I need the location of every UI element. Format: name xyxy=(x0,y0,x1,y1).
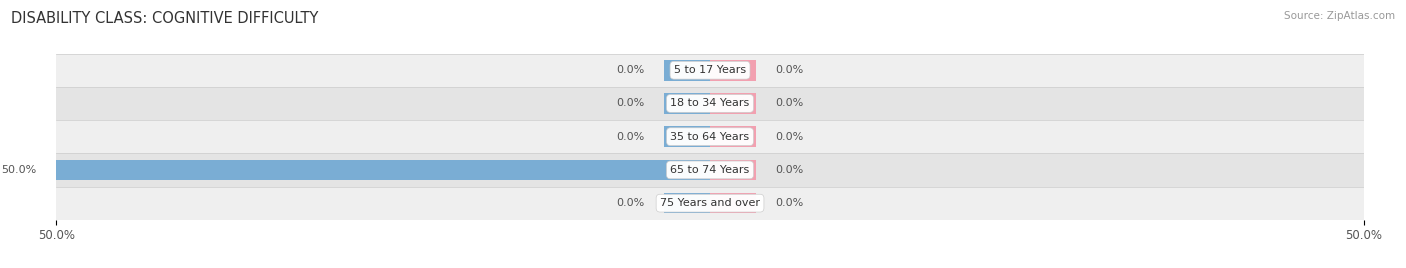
Text: 0.0%: 0.0% xyxy=(616,98,644,109)
Text: 65 to 74 Years: 65 to 74 Years xyxy=(671,165,749,175)
Text: 0.0%: 0.0% xyxy=(616,65,644,75)
Bar xyxy=(710,160,756,180)
Text: 18 to 34 Years: 18 to 34 Years xyxy=(671,98,749,109)
Text: 0.0%: 0.0% xyxy=(776,198,804,208)
Text: 0.0%: 0.0% xyxy=(776,98,804,109)
Text: 0.0%: 0.0% xyxy=(776,65,804,75)
Bar xyxy=(710,126,756,147)
Text: 5 to 17 Years: 5 to 17 Years xyxy=(673,65,747,75)
Bar xyxy=(56,54,1364,87)
Text: 0.0%: 0.0% xyxy=(776,165,804,175)
Text: 0.0%: 0.0% xyxy=(616,198,644,208)
Bar xyxy=(56,120,1364,153)
Text: 0.0%: 0.0% xyxy=(616,132,644,142)
Text: 75 Years and over: 75 Years and over xyxy=(659,198,761,208)
Text: DISABILITY CLASS: COGNITIVE DIFFICULTY: DISABILITY CLASS: COGNITIVE DIFFICULTY xyxy=(11,11,319,26)
Bar xyxy=(710,193,756,213)
Bar xyxy=(664,93,710,114)
Bar xyxy=(710,93,756,114)
Text: Source: ZipAtlas.com: Source: ZipAtlas.com xyxy=(1284,11,1395,21)
Text: 0.0%: 0.0% xyxy=(776,132,804,142)
Bar xyxy=(664,193,710,213)
Bar xyxy=(56,87,1364,120)
Bar xyxy=(710,60,756,80)
Bar xyxy=(56,187,1364,220)
Bar xyxy=(664,126,710,147)
Bar xyxy=(56,153,1364,187)
Text: 50.0%: 50.0% xyxy=(1,165,37,175)
Bar xyxy=(664,60,710,80)
Bar xyxy=(56,160,710,180)
Legend: Male, Female: Male, Female xyxy=(648,265,772,268)
Text: 35 to 64 Years: 35 to 64 Years xyxy=(671,132,749,142)
